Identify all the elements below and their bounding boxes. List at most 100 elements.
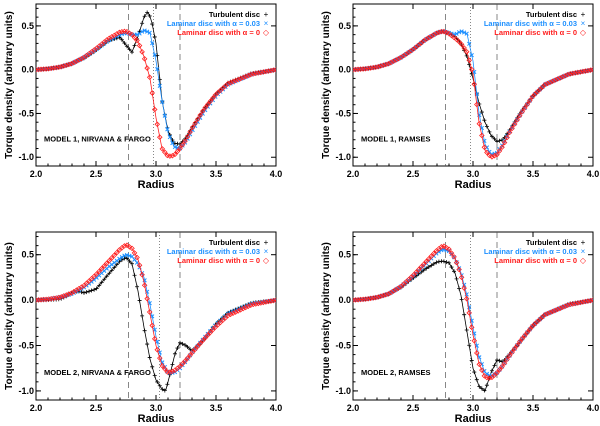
- data-point: [499, 144, 505, 151]
- x-tick-label: 3.0: [150, 169, 163, 179]
- data-area: [36, 242, 276, 393]
- data-point: [141, 56, 148, 62]
- data-point: [127, 259, 132, 264]
- series-line-1: [353, 30, 593, 142]
- data-point: [145, 29, 150, 34]
- data-point: [375, 63, 382, 70]
- data-point: [383, 61, 389, 68]
- data-point: [564, 71, 571, 78]
- data-point: [388, 59, 394, 66]
- data-point: [383, 291, 389, 298]
- data-point: [471, 337, 478, 344]
- data-point: [466, 310, 472, 316]
- data-point: [410, 272, 417, 278]
- data-point: [227, 311, 234, 318]
- data-point: [45, 65, 52, 72]
- data-point: [247, 71, 254, 78]
- data-point: [463, 296, 470, 302]
- data-point: [444, 260, 449, 265]
- data-point: [103, 260, 110, 267]
- data-point: [438, 244, 445, 250]
- data-point: [489, 134, 494, 139]
- data-point: [129, 31, 135, 38]
- legend-marker-1: +: [581, 10, 586, 19]
- data-point: [155, 379, 160, 384]
- data-point: [253, 301, 259, 307]
- data-point: [147, 13, 152, 18]
- series-line-2: [36, 29, 276, 149]
- data-point: [160, 99, 165, 105]
- data-point: [481, 373, 488, 379]
- data-point: [544, 310, 551, 317]
- data-point: [152, 373, 157, 378]
- data-point: [522, 332, 528, 339]
- data-point: [509, 125, 515, 132]
- data-point: [457, 286, 462, 291]
- y-tick-label: -0.5: [18, 341, 34, 351]
- data-point: [187, 129, 193, 135]
- data-point: [587, 67, 593, 73]
- x-tick-label: 3.0: [467, 403, 480, 413]
- data-point: [132, 273, 137, 278]
- data-point: [268, 67, 274, 74]
- data-point: [104, 274, 109, 279]
- data-point: [188, 347, 193, 352]
- data-point: [390, 58, 397, 65]
- data-point: [448, 32, 455, 39]
- data-point: [501, 139, 508, 146]
- data-point: [36, 66, 39, 73]
- legend-label-2: Laminar disc with α = 0.03: [484, 19, 577, 28]
- data-point: [471, 81, 478, 87]
- data-point: [225, 80, 231, 87]
- data-point: [562, 303, 568, 309]
- data-point: [474, 350, 480, 356]
- data-point: [367, 295, 374, 302]
- data-point: [154, 346, 161, 353]
- data-point: [116, 29, 123, 36]
- data-area: [36, 10, 276, 159]
- data-point: [393, 57, 399, 63]
- data-point: [449, 265, 454, 270]
- data-point: [124, 44, 129, 49]
- y-tick-label: 0.5: [338, 21, 351, 31]
- data-point: [570, 70, 576, 77]
- data-point: [367, 65, 374, 71]
- data-point: [36, 297, 42, 303]
- data-point: [55, 294, 62, 301]
- data-point: [109, 268, 114, 273]
- x-tick-label: 2.5: [90, 403, 103, 413]
- data-point: [469, 53, 474, 58]
- x-axis-label: Radius: [138, 413, 175, 425]
- data-point: [107, 271, 112, 276]
- data-point: [172, 351, 177, 356]
- data-point: [495, 358, 499, 363]
- data-point: [232, 77, 239, 84]
- panel-annotation: MODEL 1, RAMSES: [361, 135, 430, 144]
- y-tick-label: 0.5: [21, 21, 34, 31]
- data-point: [474, 101, 480, 108]
- data-point: [255, 300, 262, 307]
- legend-label-3: Laminar disc with α = 0: [494, 28, 577, 37]
- chart-panel-1: 2.0 2.5 3.0 3.5 4.0 -1.0 -0.5 0.0 0.5 Radius Torqu…: [4, 3, 282, 191]
- data-point: [147, 30, 152, 35]
- data-point: [353, 297, 356, 303]
- data-point: [492, 136, 497, 141]
- data-point: [441, 28, 447, 35]
- series-line-2: [36, 254, 276, 374]
- legend-label-2: Laminar disc with α = 0.03: [484, 247, 577, 256]
- data-point: [165, 127, 170, 132]
- data-point: [497, 138, 502, 143]
- x-tick-label: 3.5: [527, 169, 540, 179]
- data-point: [167, 153, 173, 159]
- data-point: [385, 60, 392, 67]
- data-point: [395, 55, 402, 62]
- data-point: [519, 335, 526, 342]
- data-point: [468, 66, 475, 73]
- data-point: [265, 68, 272, 74]
- data-point: [167, 369, 173, 375]
- data-point: [549, 78, 556, 85]
- data-point: [462, 30, 467, 35]
- data-point: [265, 298, 272, 305]
- data-point: [557, 75, 563, 81]
- data-point: [150, 41, 155, 46]
